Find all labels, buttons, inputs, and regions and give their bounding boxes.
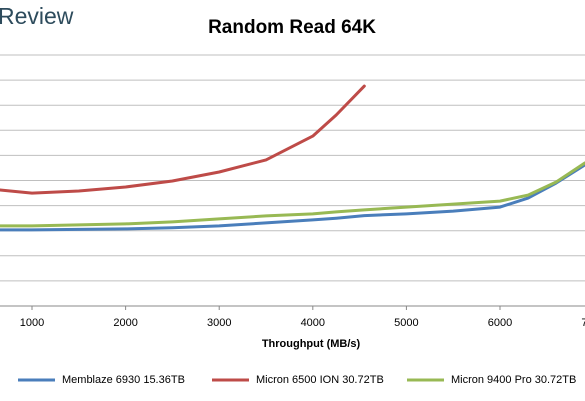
x-axis-label: Throughput (MB/s) [262, 338, 361, 350]
x-tick-label: 3000 [207, 317, 231, 329]
x-tick-label: 2000 [113, 317, 137, 329]
legend-label: Micron 6500 ION 30.72TB [256, 374, 384, 386]
x-tick-label: 5000 [394, 317, 418, 329]
logo: Review [0, 3, 74, 29]
series-line [0, 163, 585, 232]
legend-label: Memblaze 6930 15.36TB [62, 374, 185, 386]
series-line [0, 84, 366, 195]
x-tick-label: 1000 [20, 317, 44, 329]
chart-title: Random Read 64K [208, 17, 376, 38]
x-tick-label: 7000 [581, 317, 585, 329]
series-line [0, 161, 585, 228]
legend-label: Micron 9400 Pro 30.72TB [451, 374, 576, 386]
x-tick-label: 6000 [488, 317, 512, 329]
x-tick-label: 4000 [301, 317, 325, 329]
